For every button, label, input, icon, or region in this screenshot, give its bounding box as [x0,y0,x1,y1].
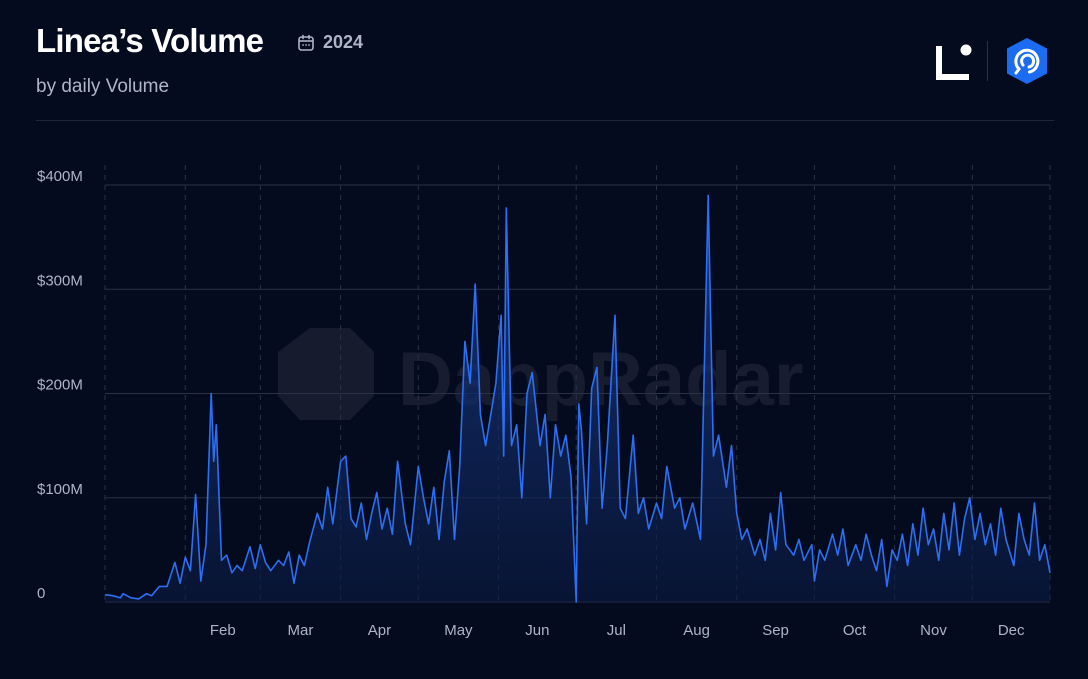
linea-logo [936,44,972,80]
x-tick-label: Oct [843,622,867,639]
watermark-text: DappRadar [398,337,803,422]
year-filter[interactable]: 2024 [297,32,363,53]
watermark: DappRadar [278,328,803,422]
chart-subtitle: by daily Volume [36,76,170,97]
x-tick-label: May [444,622,473,639]
x-tick-label: Mar [288,622,314,639]
chart-title: Linea’s Volume [36,22,264,59]
y-tick-label: $200M [37,377,83,394]
x-tick-label: Feb [210,622,236,639]
calendar-icon [298,34,314,51]
x-tick-label: Sep [762,622,789,639]
y-tick-label: $300M [37,272,83,289]
x-tick-label: Dec [998,622,1025,639]
x-tick-label: Apr [368,622,391,639]
x-tick-label: Jun [525,622,549,639]
x-tick-label: Nov [920,622,947,639]
dappradar-logo-icon[interactable] [1002,36,1052,86]
y-tick-label: 0 [37,585,45,602]
header-divider [36,120,1054,121]
brand-logos [935,36,1052,86]
brand-separator [987,41,988,81]
x-tick-label: Jul [607,622,626,639]
y-tick-label: $400M [37,168,83,185]
x-tick-label: Aug [683,622,710,639]
volume-line [104,194,1051,603]
year-label: 2024 [323,32,364,52]
y-tick-label: $100M [37,481,83,498]
volume-area [105,195,1050,602]
